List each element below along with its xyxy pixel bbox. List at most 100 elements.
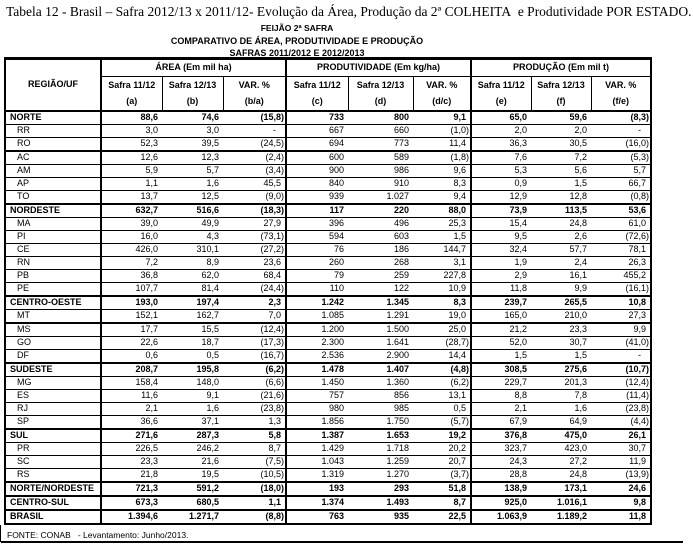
- value-cell: 287,3: [162, 428, 223, 443]
- value-cell: 30,5: [531, 137, 591, 152]
- region-label: MG: [5, 376, 101, 390]
- value-cell: 27,9: [223, 217, 286, 231]
- value-cell: 1.259: [348, 455, 413, 469]
- region-label: DF: [5, 349, 101, 364]
- value-cell: 1,6: [531, 402, 591, 416]
- value-cell: (6,2): [223, 362, 286, 377]
- region-label: BRASIL: [5, 509, 101, 525]
- value-cell: 1.345: [348, 295, 413, 310]
- value-cell: 423,0: [531, 442, 591, 456]
- region-label: PB: [5, 269, 101, 283]
- value-cell: 220: [348, 203, 413, 218]
- region-label: RR: [5, 124, 101, 138]
- table-row: PR 226,5 246,2 8,7 1.429 1.718 20,2 323,7 423,0 3…: [5, 442, 651, 456]
- value-cell: 1.200: [285, 323, 348, 337]
- value-cell: 1.063,9: [470, 509, 531, 525]
- value-cell: (41,0): [591, 336, 651, 350]
- value-cell: 19,2: [413, 428, 471, 443]
- subtitle-comparativo: COMPARATIVO DE ÁREA, PRODUTIVIDADE E PRO…: [170, 36, 424, 46]
- value-cell: 600: [285, 151, 348, 165]
- value-cell: 1.270: [348, 468, 413, 483]
- region-label: AC: [5, 151, 101, 165]
- value-cell: 26,1: [591, 428, 651, 443]
- value-cell: 980: [285, 402, 348, 416]
- value-cell: 5,7: [591, 164, 651, 178]
- value-cell: 239,7: [470, 295, 531, 310]
- region-label: PI: [5, 230, 101, 244]
- table-caption: Tabela 12 - Brasil – Safra 2012/13 x 201…: [6, 4, 692, 19]
- value-cell: -: [223, 124, 286, 138]
- table-row: AC 12,6 12,3 (2,4) 600 589 (1,8) 7,6 7,2 (5,3): [5, 151, 651, 165]
- value-cell: (28,7): [413, 336, 471, 350]
- value-cell: 5,3: [470, 164, 531, 178]
- region-label: CENTRO-SUL: [5, 495, 101, 511]
- value-cell: 1.374: [285, 495, 348, 511]
- value-cell: 733: [285, 110, 348, 125]
- value-cell: 2.300: [285, 336, 348, 350]
- value-cell: 1,6: [162, 402, 223, 416]
- frame-left-edge: [0, 525, 1, 542]
- value-cell: 260: [285, 256, 348, 270]
- value-cell: 229,7: [470, 376, 531, 390]
- region-label: AM: [5, 164, 101, 178]
- table-row: BRASIL 1.394,6 1.271,7 (8,8) 763 935 22,5 1.063…: [5, 509, 651, 525]
- value-cell: 1,6: [162, 177, 223, 191]
- column-header: VAR. % (b/a): [222, 76, 286, 112]
- value-cell: 1.189,2: [531, 509, 591, 525]
- value-cell: 1,5: [531, 177, 591, 191]
- value-cell: 7,2: [100, 256, 162, 270]
- value-cell: 1.043: [285, 455, 348, 469]
- value-cell: 201,3: [531, 376, 591, 390]
- value-cell: 21,8: [100, 468, 162, 483]
- value-cell: 197,4: [162, 295, 223, 310]
- value-cell: 22,6: [100, 336, 162, 350]
- header-subcolumn-row: Safra 11/12 (a) Safra 12/13 (b) VAR. % (b/a) S…: [5, 76, 651, 112]
- region-label: RJ: [5, 402, 101, 416]
- column-header: Safra 12/13 (b): [161, 76, 223, 112]
- value-cell: (7,5): [223, 455, 286, 469]
- region-label: NORDESTE: [5, 203, 101, 218]
- value-cell: 24,8: [531, 217, 591, 231]
- value-cell: 76: [285, 243, 348, 257]
- value-cell: 603: [348, 230, 413, 244]
- value-cell: (2,4): [223, 151, 286, 165]
- value-cell: 11,8: [470, 282, 531, 297]
- value-cell: 0,9: [470, 177, 531, 191]
- value-cell: 2,1: [470, 402, 531, 416]
- value-cell: 22,5: [413, 509, 471, 525]
- value-cell: -: [591, 124, 651, 138]
- region-label: MT: [5, 309, 101, 324]
- value-cell: (16,7): [223, 349, 286, 364]
- value-cell: 10,8: [591, 295, 651, 310]
- value-cell: 9,9: [531, 282, 591, 297]
- value-cell: (16,1): [591, 282, 651, 297]
- value-cell: 107,7: [100, 282, 162, 297]
- value-cell: 632,7: [100, 203, 162, 218]
- value-cell: 1,1: [223, 495, 286, 511]
- value-cell: 8,3: [413, 177, 471, 191]
- value-cell: (5,3): [591, 151, 651, 165]
- value-cell: (5,7): [413, 415, 471, 430]
- value-cell: 39,0: [100, 217, 162, 231]
- value-cell: (3,7): [413, 468, 471, 483]
- value-cell: 12,6: [100, 151, 162, 165]
- value-cell: 21,2: [470, 323, 531, 337]
- value-cell: 11,9: [591, 455, 651, 469]
- value-cell: 985: [348, 402, 413, 416]
- value-cell: 88,0: [413, 203, 471, 218]
- table-row: MS 17,7 15,5 (12,4) 1.200 1.500 25,0 21,2 23,3 9,…: [5, 323, 651, 337]
- value-cell: 1,5: [413, 230, 471, 244]
- value-cell: 2,0: [531, 124, 591, 138]
- value-cell: 23,6: [223, 256, 286, 270]
- value-cell: 2,0: [470, 124, 531, 138]
- value-cell: 856: [348, 389, 413, 403]
- value-cell: 23,3: [100, 455, 162, 469]
- value-cell: 162,7: [162, 309, 223, 324]
- value-cell: 323,7: [470, 442, 531, 456]
- value-cell: 73,9: [470, 203, 531, 218]
- region-label: SP: [5, 415, 101, 430]
- value-cell: 28,8: [470, 468, 531, 483]
- region-label: MS: [5, 323, 101, 337]
- table-row: TO 13,7 12,5 (9,0) 939 1.027 9,4 12,9 12,8 (0,8): [5, 190, 651, 205]
- table-row: ES 11,6 9,1 (21,6) 757 856 13,1 8,8 7,8 (11,4): [5, 389, 651, 403]
